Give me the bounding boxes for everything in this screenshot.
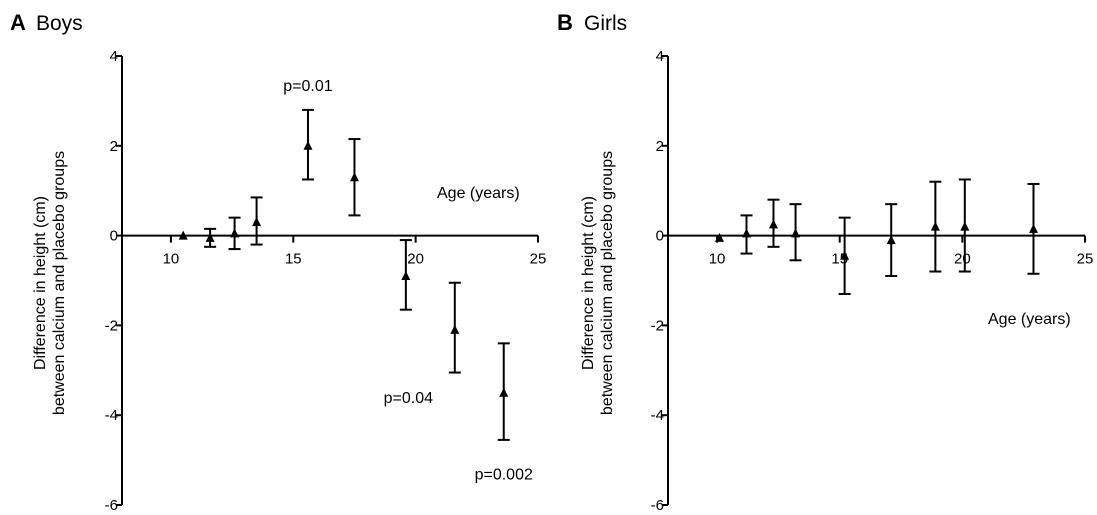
x-tick-label: 25 <box>1077 251 1094 268</box>
marks <box>178 108 510 441</box>
y-tick-label: -4 <box>105 407 118 424</box>
ticks: 420-2-4-610 15 20 25 <box>105 48 547 514</box>
data-point-triangle <box>230 228 240 238</box>
data-point-triangle <box>303 140 313 150</box>
panel-girls: B Girls Age (years) Difference in height… <box>557 10 1093 514</box>
data-point-triangle <box>499 387 509 397</box>
data-point-triangle <box>1028 223 1038 233</box>
panel-title: Boys <box>36 12 83 35</box>
x-tick-label: 20 <box>407 251 424 268</box>
y-tick-label: -6 <box>105 497 118 514</box>
data-point-triangle <box>741 228 751 238</box>
marks <box>715 178 1040 295</box>
y-axis-label-line2: between calcium and placebo groups <box>51 151 68 415</box>
x-tick-label: 10 <box>709 251 726 268</box>
y-tick-label: 0 <box>656 228 664 245</box>
x-tick-label: 20 <box>954 251 971 268</box>
y-tick-label: 0 <box>110 228 118 245</box>
data-point-triangle <box>840 250 850 260</box>
data-point-triangle <box>178 230 188 240</box>
data-point-triangle <box>401 271 411 281</box>
y-axis-label-line1: Difference in height (cm) <box>580 196 597 370</box>
y-tick-label: -2 <box>651 317 664 334</box>
data-point-triangle <box>886 235 896 245</box>
data-point-triangle <box>450 324 460 334</box>
y-axis-label-line2: between calcium and placebo groups <box>599 151 616 415</box>
data-point-triangle <box>252 217 262 227</box>
data-point-triangle <box>791 228 801 238</box>
x-axis-label: Age (years) <box>988 311 1071 328</box>
y-tick-label: 4 <box>656 48 664 65</box>
y-tick-label: -4 <box>651 407 664 424</box>
x-tick-label: 10 <box>163 251 180 268</box>
x-axis-label: Age (years) <box>437 185 520 202</box>
data-point-triangle <box>715 232 725 242</box>
panel-boys: A Boys Age (years) Difference in height … <box>10 10 546 514</box>
p-value-annotation: p=0.01 <box>283 78 332 95</box>
ticks: 420-2-4-610 15 20 25 <box>651 48 1094 514</box>
data-point-triangle <box>930 221 940 231</box>
data-point-triangle <box>768 219 778 229</box>
y-tick-label: 4 <box>110 48 118 65</box>
p-value-annotation: p=0.04 <box>384 390 433 407</box>
y-tick-label: 2 <box>110 138 118 155</box>
y-tick-label: -2 <box>105 317 118 334</box>
panel-letter: A <box>10 10 26 35</box>
data-point-triangle <box>960 221 970 231</box>
p-value-annotation: p=0.002 <box>475 467 533 484</box>
panel-letter: B <box>557 10 573 35</box>
data-point-triangle <box>205 232 215 242</box>
panel-title: Girls <box>584 12 627 35</box>
y-axis-label-line1: Difference in height (cm) <box>32 196 49 370</box>
y-tick-label: 2 <box>656 138 664 155</box>
x-tick-label: 25 <box>530 251 547 268</box>
y-tick-label: -6 <box>651 497 664 514</box>
data-point-triangle <box>349 172 359 182</box>
x-tick-label: 15 <box>285 251 302 268</box>
annotations: p=0.01 p=0.04 p=0.002 <box>283 78 533 483</box>
